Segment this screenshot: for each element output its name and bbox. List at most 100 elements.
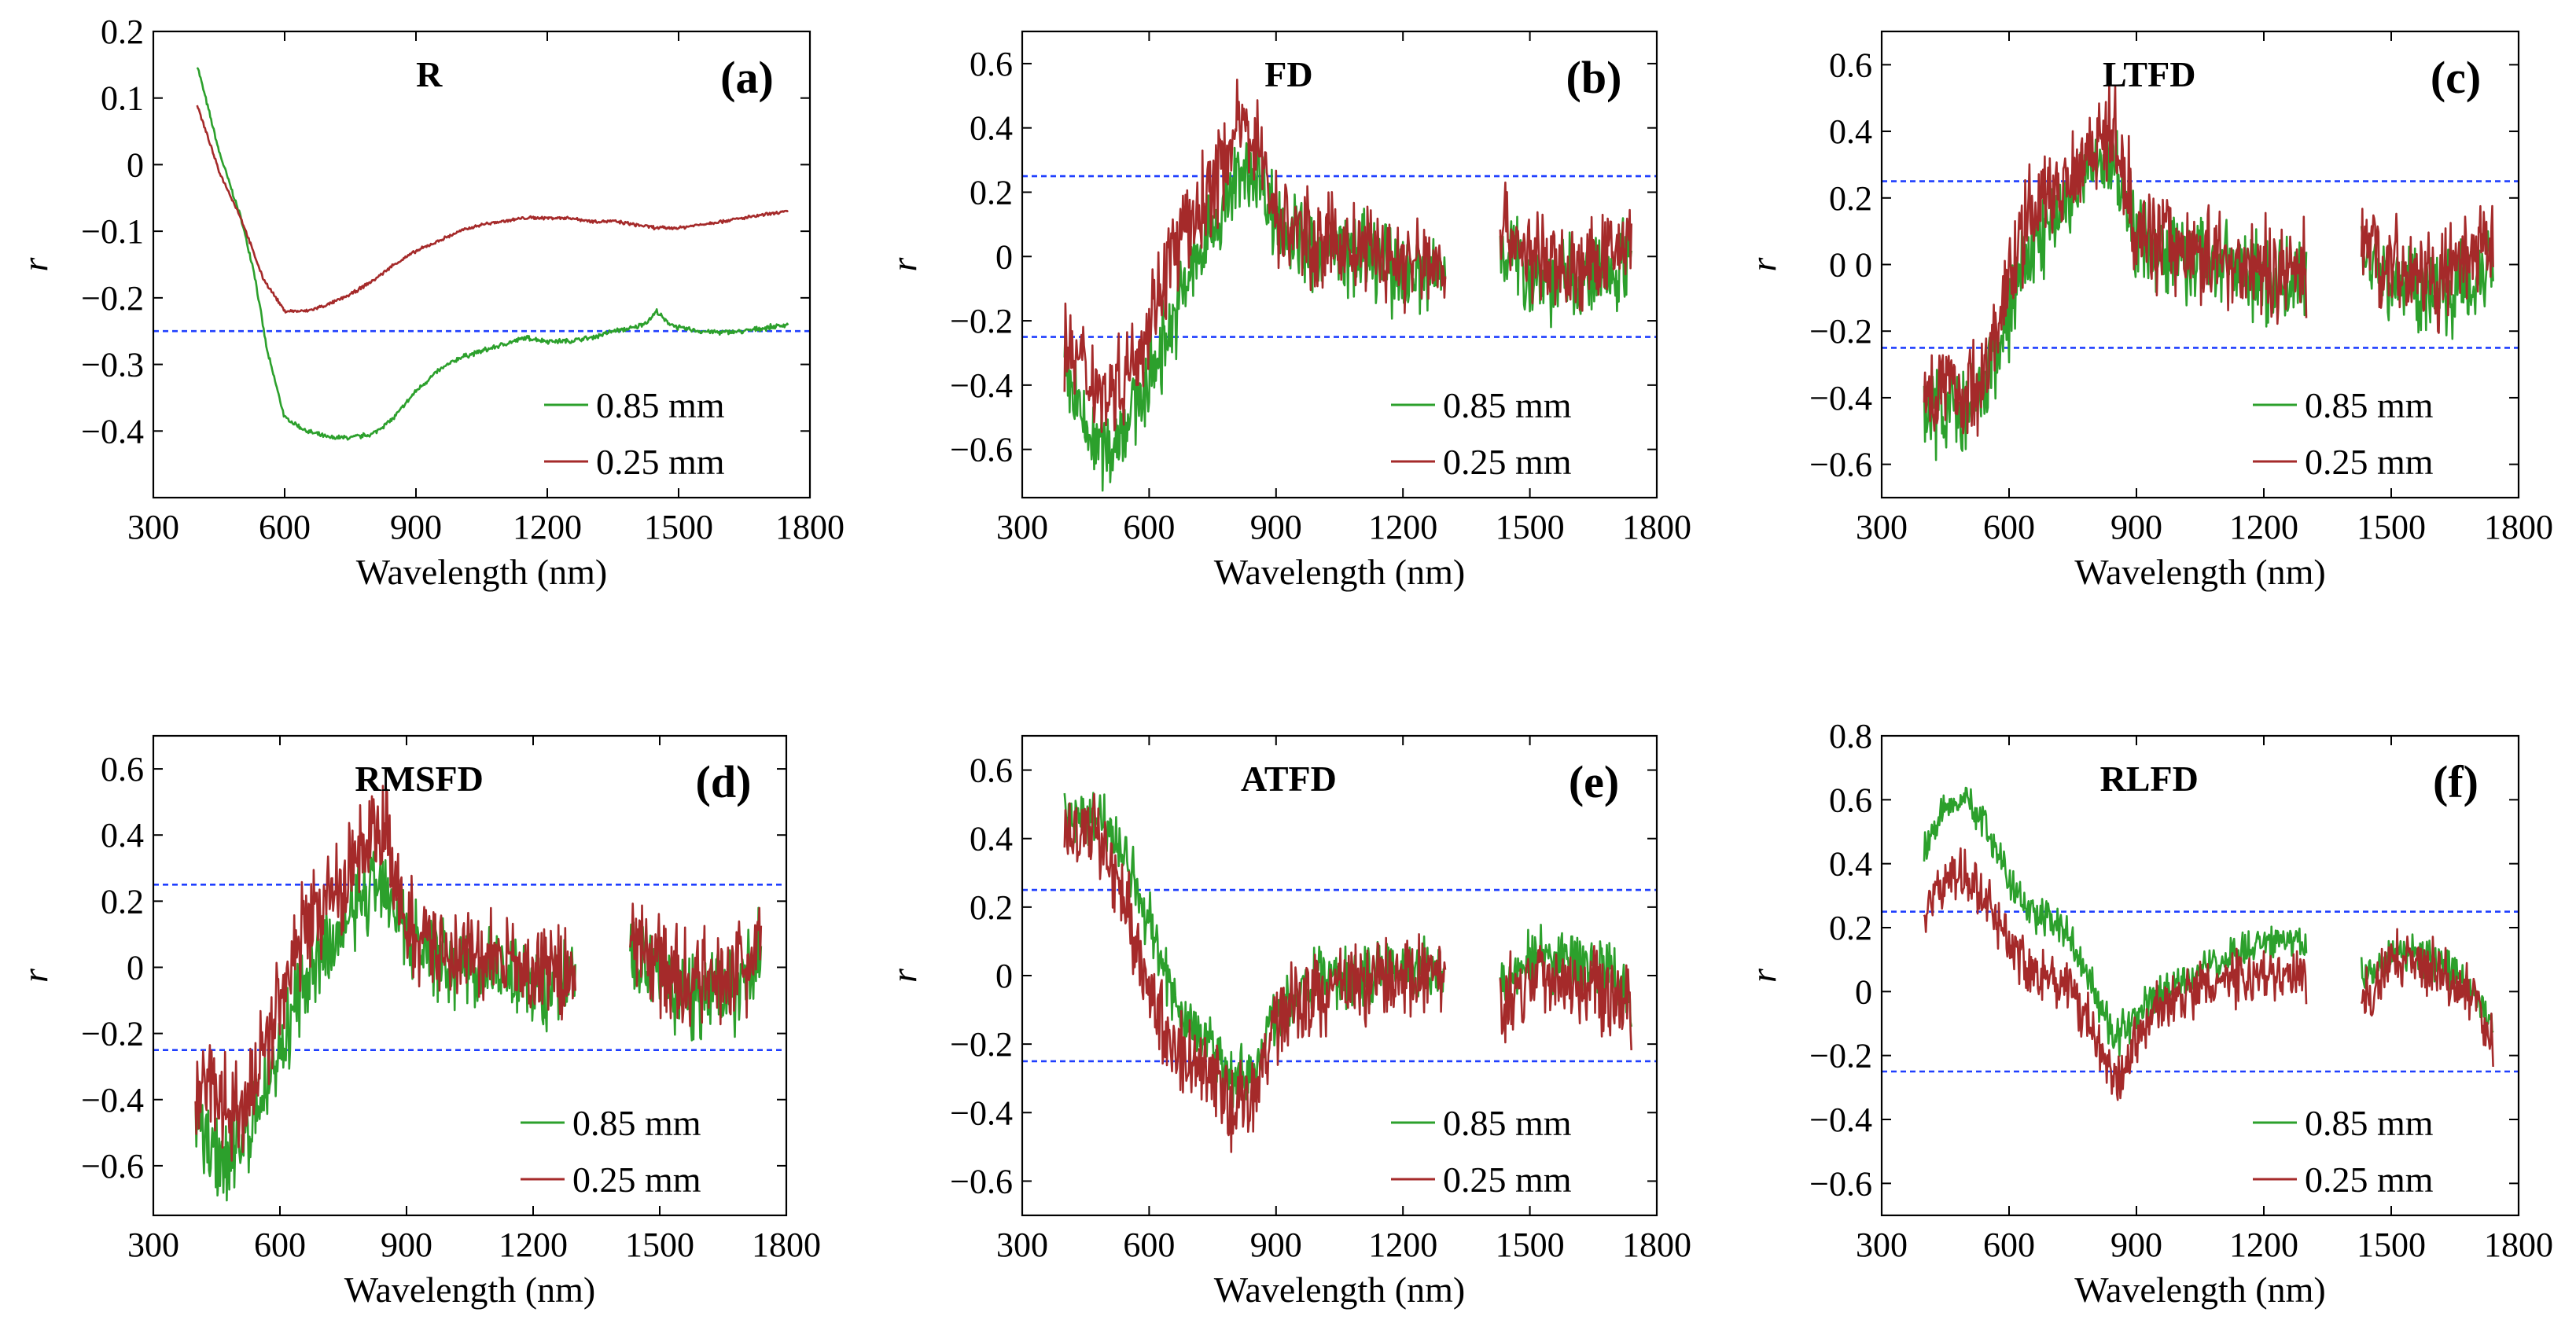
series-line-0-25-mm xyxy=(1923,82,2494,437)
x-tick-label: 1500 xyxy=(2357,508,2426,546)
x-axis-label: Wavelength (nm) xyxy=(356,552,607,592)
x-tick-label: 1200 xyxy=(1368,508,1437,546)
y-tick-label: 0.2 xyxy=(1829,179,1872,218)
x-tick-label: 300 xyxy=(996,508,1048,546)
legend-label: 0.85 mm xyxy=(1443,385,1572,425)
x-tick-label: 1500 xyxy=(1496,508,1565,546)
x-tick-label: 1800 xyxy=(752,1226,821,1264)
y-tick-label: −0.4 xyxy=(950,1094,1013,1132)
y-tick-label: 0.2 xyxy=(1829,909,1872,947)
legend-label: 0.25 mm xyxy=(1443,1160,1572,1200)
y-axis-label: r xyxy=(884,968,924,983)
y-tick-label: −0.6 xyxy=(950,431,1013,469)
axes-frame xyxy=(152,30,811,499)
y-tick-label: −0.4 xyxy=(1809,1101,1872,1139)
y-tick-label: 0.8 xyxy=(1829,717,1872,755)
x-axis-label: Wavelength (nm) xyxy=(344,1270,595,1310)
x-tick-label: 300 xyxy=(1856,508,1908,546)
x-tick-label: 1200 xyxy=(1368,1226,1437,1264)
y-tick-label: 0.4 xyxy=(970,109,1013,148)
legend-label: 0.85 mm xyxy=(1443,1103,1572,1143)
x-tick-label: 1500 xyxy=(625,1226,694,1264)
series-line-0-25-mm xyxy=(1923,847,2494,1101)
y-tick-label: 0.6 xyxy=(970,45,1013,83)
x-tick-label: 600 xyxy=(254,1226,306,1264)
x-tick-label: 1800 xyxy=(775,508,845,546)
panel-label: (b) xyxy=(1566,52,1622,103)
y-tick-label: −0.1 xyxy=(81,212,144,251)
x-tick-label: 300 xyxy=(1856,1226,1908,1264)
y-tick-label: −0.2 xyxy=(950,302,1013,340)
y-tick-label: −0.2 xyxy=(950,1025,1013,1064)
y-axis-label: r xyxy=(15,968,55,983)
panel-d: 300 600 900 1200 1500 1800 0.6 0.4 0.2 0 −0.2 −0.4 −… xyxy=(15,734,821,1310)
y-tick-label: −0.3 xyxy=(81,346,144,384)
panel-label: (a) xyxy=(720,52,774,103)
x-tick-label: 900 xyxy=(381,1226,432,1264)
y-tick-label: −0.4 xyxy=(81,412,144,450)
y-tick-label: 0.2 xyxy=(970,888,1013,927)
y-tick-label: 0 xyxy=(127,948,144,987)
y-axis-label: r xyxy=(1743,968,1783,983)
x-axis-label: Wavelength (nm) xyxy=(2074,552,2325,592)
y-tick-label: −0.4 xyxy=(1809,379,1872,417)
panel-c: 300 600 900 1200 1500 1800 0.6 0.4 0.2 0 0 −0.2 −0.… xyxy=(1743,30,2553,592)
panel-label: (d) xyxy=(696,756,752,807)
panel-title: R xyxy=(416,54,443,94)
legend-label: 0.85 mm xyxy=(596,385,725,425)
x-tick-label: 1800 xyxy=(1622,508,1691,546)
y-tick-label: 0.4 xyxy=(1829,845,1872,884)
y-tick-label: −0.2 xyxy=(81,279,144,318)
y-tick-label: −0.6 xyxy=(950,1162,1013,1200)
series-line-0-25-mm xyxy=(194,785,763,1162)
x-axis-label: Wavelength (nm) xyxy=(1214,552,1465,592)
x-tick-label: 600 xyxy=(1123,508,1175,546)
y-tick-label: 0.4 xyxy=(1829,112,1872,151)
x-tick-label: 300 xyxy=(996,1226,1048,1264)
axes-frame xyxy=(1021,30,1658,499)
panel-f: 300 600 900 1200 1500 1800 0.8 0.6 0.4 0.2 0 −0.2 −0… xyxy=(1743,717,2553,1310)
x-axis-label: Wavelength (nm) xyxy=(1214,1270,1465,1310)
x-tick-label: 1200 xyxy=(2229,1226,2298,1264)
y-tick-label: 0.6 xyxy=(101,750,144,788)
x-tick-label: 1500 xyxy=(2357,1226,2426,1264)
panel-title: ATFD xyxy=(1241,759,1337,799)
panel-title: FD xyxy=(1264,54,1312,94)
x-tick-label: 1500 xyxy=(644,508,713,546)
y-tick-label: 0.6 xyxy=(1829,46,1872,84)
x-axis-label: Wavelength (nm) xyxy=(2074,1270,2325,1310)
x-tick-label: 1800 xyxy=(2484,508,2553,546)
x-tick-label: 900 xyxy=(1250,1226,1302,1264)
panel-title: LTFD xyxy=(2103,54,2195,94)
y-tick-label: −0.6 xyxy=(1809,1164,1872,1203)
x-tick-label: 600 xyxy=(1983,508,2035,546)
y-tick-label: 0.4 xyxy=(101,816,144,855)
panel-b: 300 600 900 1200 1500 1800 0.6 0.4 0.2 0 −0.2 −0.4 −… xyxy=(884,30,1691,592)
x-tick-label: 1500 xyxy=(1496,1226,1565,1264)
y-tick-label: −0.2 xyxy=(81,1015,144,1053)
y-tick-label: 0.2 xyxy=(101,882,144,921)
series-line-0-25-mm xyxy=(1063,79,1632,433)
legend-label: 0.85 mm xyxy=(2305,385,2434,425)
x-tick-label: 900 xyxy=(2110,1226,2162,1264)
axes-frame xyxy=(152,734,788,1217)
series-line-0-25-mm xyxy=(1063,792,1632,1153)
x-tick-label: 900 xyxy=(2110,508,2162,546)
legend-label: 0.25 mm xyxy=(1443,442,1572,482)
y-tick-label: −0.4 xyxy=(81,1081,144,1119)
y-tick-label: 0 xyxy=(995,237,1013,276)
x-tick-label: 300 xyxy=(127,508,179,546)
x-tick-label: 1200 xyxy=(2229,508,2298,546)
y-axis-label: r xyxy=(15,256,55,271)
legend-label: 0.85 mm xyxy=(572,1103,701,1143)
x-tick-label: 300 xyxy=(127,1226,179,1264)
y-tick-label: 0 xyxy=(995,957,1013,995)
y-tick-label: 0.1 xyxy=(101,79,144,118)
y-tick-label: −0.2 xyxy=(1809,312,1872,351)
legend-label: 0.25 mm xyxy=(2305,442,2434,482)
x-tick-label: 1800 xyxy=(2484,1226,2553,1264)
panel-a: 300 600 900 1200 1500 1800 0.2 0.1 0 −0.1 −0.2 −0.3… xyxy=(15,13,845,592)
y-tick-label: −0.6 xyxy=(81,1147,144,1185)
panel-e: 300 600 900 1200 1500 1800 0.6 0.4 0.2 0 −0.2 −0.4 −… xyxy=(884,734,1691,1310)
axes-frame xyxy=(1880,734,2520,1217)
